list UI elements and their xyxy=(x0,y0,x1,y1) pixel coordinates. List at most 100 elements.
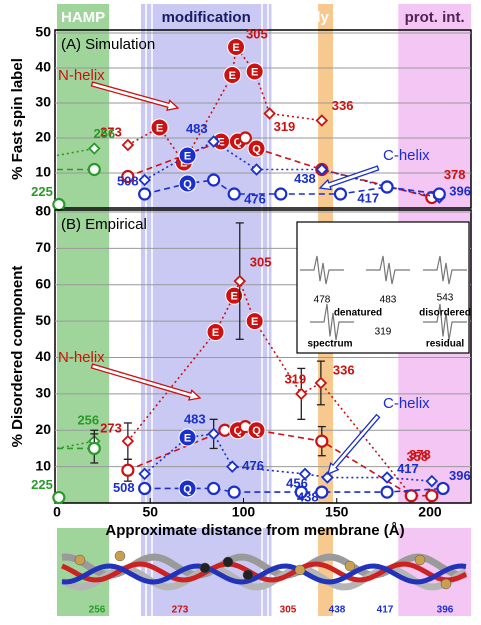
point xyxy=(87,162,101,177)
point xyxy=(425,489,439,503)
helix-gray xyxy=(60,565,468,591)
point xyxy=(432,187,446,201)
point xyxy=(233,274,247,288)
letter-point xyxy=(225,286,244,305)
point xyxy=(227,485,241,499)
y-tick-label: 10 xyxy=(35,457,51,473)
spectrum-trace xyxy=(310,303,354,341)
x-tick-label: 50 xyxy=(142,504,158,520)
point xyxy=(88,142,101,155)
point xyxy=(226,460,239,473)
point-letter: Q xyxy=(234,425,243,437)
y-tick-label: 20 xyxy=(35,129,51,145)
point xyxy=(218,423,232,437)
point-label: 476 xyxy=(242,458,264,473)
annotation: N-helix xyxy=(58,67,105,84)
point-label: 225 xyxy=(31,477,53,492)
point xyxy=(138,467,151,481)
residue-sphere xyxy=(114,550,126,562)
point xyxy=(315,485,329,499)
point xyxy=(207,135,220,148)
y-tick-label: 40 xyxy=(35,348,51,364)
point-letter: E xyxy=(184,150,191,162)
point-letter: E xyxy=(229,70,236,82)
region-band-structure xyxy=(318,528,333,616)
inset-label: residual xyxy=(426,339,465,350)
point xyxy=(314,376,328,390)
x-axis-label: Approximate distance from membrane (Å) xyxy=(105,522,404,539)
y-tick-label: 70 xyxy=(35,239,51,255)
x-tick-label: 150 xyxy=(325,504,349,520)
point-letter: E xyxy=(184,432,191,444)
point-label: 336 xyxy=(332,98,354,113)
letter-point xyxy=(245,62,264,81)
letter-point xyxy=(247,139,266,158)
point-letter: Q xyxy=(183,178,192,190)
point-letter: Q xyxy=(252,425,261,437)
inset-caption: disordered xyxy=(419,308,471,319)
series-line xyxy=(56,440,95,450)
inset-label: 543 xyxy=(437,293,454,304)
point xyxy=(294,485,308,499)
letter-point xyxy=(227,38,246,56)
point xyxy=(52,490,66,505)
letter-point xyxy=(223,66,242,84)
point-letter: Q xyxy=(183,483,192,495)
point-label: 438 xyxy=(297,490,319,505)
helix-blue xyxy=(61,563,467,585)
point xyxy=(404,489,418,503)
letter-point xyxy=(178,428,197,447)
point xyxy=(315,163,329,176)
letter-point xyxy=(150,118,169,137)
point-label: 508 xyxy=(117,173,139,188)
point-label: 483 xyxy=(186,121,208,136)
point xyxy=(207,427,220,441)
inset-caption: denatured xyxy=(334,308,382,319)
point-label: 438 xyxy=(294,171,316,186)
point-letter: Q xyxy=(234,136,243,148)
point xyxy=(315,114,329,127)
point-label: 378 xyxy=(444,167,466,182)
point xyxy=(380,471,394,484)
point-label: 508 xyxy=(113,480,135,495)
point xyxy=(121,463,135,477)
point-letter: E xyxy=(251,66,258,78)
spectrum-trace xyxy=(423,303,467,341)
y-tick-label: 30 xyxy=(35,94,51,110)
y-tick-label: 80 xyxy=(35,203,51,219)
point xyxy=(207,481,221,496)
point xyxy=(298,467,312,481)
annotation: C-helix xyxy=(383,395,430,412)
structure-label: 273 xyxy=(172,605,189,616)
structure-label: 396 xyxy=(437,605,454,616)
x-tick-label: 0 xyxy=(53,504,61,520)
inset-box xyxy=(296,221,470,354)
region-label: HAMP xyxy=(61,9,105,26)
y-tick-label: 20 xyxy=(35,421,51,437)
y-tick-label: 30 xyxy=(35,385,51,401)
series-line xyxy=(127,44,322,165)
region-band xyxy=(140,4,272,503)
spectrum-trace xyxy=(300,255,344,285)
point xyxy=(121,434,135,448)
panel-frame xyxy=(54,29,472,209)
y-tick-label: 50 xyxy=(35,24,51,40)
residue-sphere xyxy=(414,554,426,566)
point-letter: E xyxy=(251,316,258,328)
point xyxy=(52,197,66,212)
structure-label: 305 xyxy=(280,605,297,616)
point-letter: Q xyxy=(252,143,261,155)
point xyxy=(207,173,221,187)
point-label: 256 xyxy=(77,413,99,428)
residue-sphere xyxy=(440,578,452,590)
series-line xyxy=(144,487,444,493)
point-label: 378 xyxy=(409,447,431,462)
letter-point xyxy=(178,479,197,498)
inset-label: 319 xyxy=(375,327,392,338)
y-axis-label: % Disordered component xyxy=(9,266,26,448)
point-letter: E xyxy=(156,122,163,134)
point-label: 319 xyxy=(274,119,296,134)
point xyxy=(238,131,252,145)
point-label: 225 xyxy=(31,184,53,199)
